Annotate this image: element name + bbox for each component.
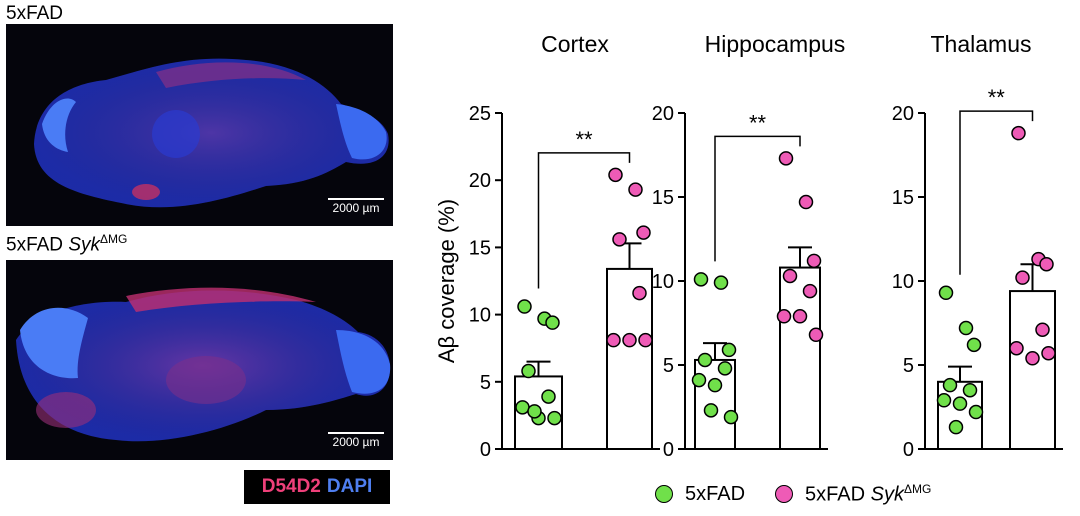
data-point-1-1-1	[798, 194, 814, 210]
data-point-1-0-0	[693, 272, 709, 287]
data-point-1-1-5	[776, 309, 792, 324]
chart-title-1: Hippocampus	[705, 31, 846, 57]
data-point-0-0-8	[527, 404, 542, 419]
data-point-1-0-1	[713, 275, 729, 290]
chart-legend: 5xFAD 5xFAD SykΔMG	[655, 482, 961, 507]
data-point-2-1-6	[1025, 351, 1040, 366]
top-panel-label: 5xFAD	[6, 3, 64, 24]
data-point-1-1-4	[802, 283, 818, 299]
data-point-2-0-5	[936, 393, 952, 408]
data-point-0-0-4	[541, 389, 556, 404]
stain-dapi-label: DAPI	[326, 476, 373, 497]
scalebar-top-label: 2000 µm	[332, 201, 380, 215]
scalebar-bottom: 2000 µm	[328, 432, 384, 449]
y-tick-label-2-1: 5	[903, 355, 914, 377]
data-point-1-0-7	[723, 409, 739, 425]
brain-section-svg-top	[34, 58, 389, 208]
chart-title-0: Cortex	[541, 31, 609, 57]
data-point-2-0-0	[938, 285, 954, 301]
data-point-1-0-8	[703, 403, 719, 418]
y-tick-label-1-2: 10	[652, 271, 674, 293]
y-tick-label-0-4: 20	[469, 170, 491, 192]
chart-title-2: Thalamus	[931, 31, 1032, 57]
brain-section-image-5xfad: 2000 µm	[6, 24, 393, 226]
y-tick-label-2-3: 15	[892, 187, 914, 209]
coverage-charts: Cortex 0 5 10 15 20 25 ** Hippocampus 0 5 10 15 20 ** T…	[434, 31, 1063, 461]
data-point-0-0-0	[517, 299, 532, 314]
legend-label-5xfad-syk: 5xFAD SykΔMG	[805, 482, 932, 506]
data-point-0-1-5	[606, 332, 621, 348]
data-point-0-0-2	[545, 315, 560, 330]
data-point-2-1-5	[1009, 340, 1024, 356]
y-tick-label-0-1: 5	[480, 372, 491, 394]
legend-label-5xfad: 5xFAD	[685, 482, 746, 505]
data-point-2-0-6	[952, 396, 968, 411]
y-tick-label-1-1: 5	[663, 355, 674, 377]
data-point-2-1-3	[1015, 270, 1030, 285]
y-tick-label-2-2: 10	[892, 271, 914, 293]
data-point-1-1-0	[778, 151, 794, 166]
scalebar-top-line	[328, 198, 384, 200]
data-point-1-0-5	[691, 372, 707, 388]
data-point-2-0-3	[942, 377, 958, 393]
y-tick-label-1-4: 20	[652, 103, 674, 125]
data-point-0-0-7	[547, 410, 562, 426]
scalebar-bottom-label: 2000 µm	[332, 435, 380, 449]
significance-label-2: **	[988, 85, 1006, 110]
bottom-panel-label: 5xFAD SykΔMG	[6, 232, 128, 256]
data-point-0-0-5	[515, 400, 530, 415]
data-point-1-1-2	[806, 253, 822, 269]
data-point-2-0-8	[948, 419, 964, 435]
data-point-2-0-4	[962, 382, 978, 398]
brain-section-svg-bottom	[16, 287, 391, 442]
data-point-0-1-0	[608, 167, 623, 183]
data-point-1-1-7	[808, 327, 824, 343]
data-point-0-0-3	[521, 363, 536, 379]
legend-swatch-green	[655, 485, 673, 504]
data-point-0-1-4	[632, 285, 647, 301]
significance-bracket-0	[537, 152, 631, 289]
data-point-1-1-3	[782, 268, 798, 284]
data-point-0-1-3	[612, 232, 627, 247]
y-tick-label-2-4: 20	[892, 103, 914, 125]
data-point-2-1-4	[1035, 322, 1050, 337]
y-tick-label-0-3: 15	[469, 237, 491, 259]
data-point-1-1-6	[792, 309, 808, 324]
y-tick-label-0-2: 10	[469, 305, 491, 327]
data-point-0-1-7	[638, 332, 653, 348]
significance-bracket-1	[714, 135, 801, 262]
legend-item-5xfad: 5xFAD	[655, 483, 745, 506]
data-point-0-1-2	[636, 225, 651, 240]
legend-swatch-magenta	[775, 485, 794, 504]
data-point-2-1-0	[1011, 125, 1026, 141]
significance-label-1: **	[749, 110, 767, 135]
bar-2-1	[1009, 290, 1056, 450]
y-tick-label-0-0: 0	[480, 439, 491, 461]
data-point-1-0-6	[707, 377, 723, 393]
data-point-2-0-7	[968, 404, 984, 420]
legend-item-5xfad-syk: 5xFAD SykΔMG	[775, 482, 931, 507]
y-tick-label-0-5: 25	[469, 103, 491, 125]
y-tick-label-1-3: 15	[652, 187, 674, 209]
data-point-1-0-4	[717, 361, 733, 376]
data-point-0-1-1	[628, 182, 643, 197]
scalebar-top: 2000 µm	[328, 198, 384, 215]
data-point-2-1-2	[1039, 256, 1054, 272]
stain-legend: D54D2 DAPI	[244, 470, 390, 504]
data-point-2-0-1	[958, 320, 974, 336]
y-tick-label-2-0: 0	[903, 439, 914, 461]
y-tick-label-1-0: 0	[663, 439, 674, 461]
scalebar-bottom-line	[328, 432, 384, 434]
stain-d54d2-label: D54D2	[261, 476, 321, 497]
data-point-1-0-2	[721, 342, 737, 358]
brain-section-image-5xfad-syk: 2000 µm	[6, 260, 393, 460]
data-point-2-0-2	[966, 337, 982, 353]
significance-bracket-2	[959, 110, 1034, 275]
data-point-2-1-7	[1041, 345, 1056, 361]
data-point-0-1-6	[622, 332, 637, 348]
data-point-1-0-3	[697, 352, 713, 368]
significance-label-0: **	[575, 127, 593, 152]
y-axis-label: Aβ coverage (%)	[434, 199, 459, 363]
